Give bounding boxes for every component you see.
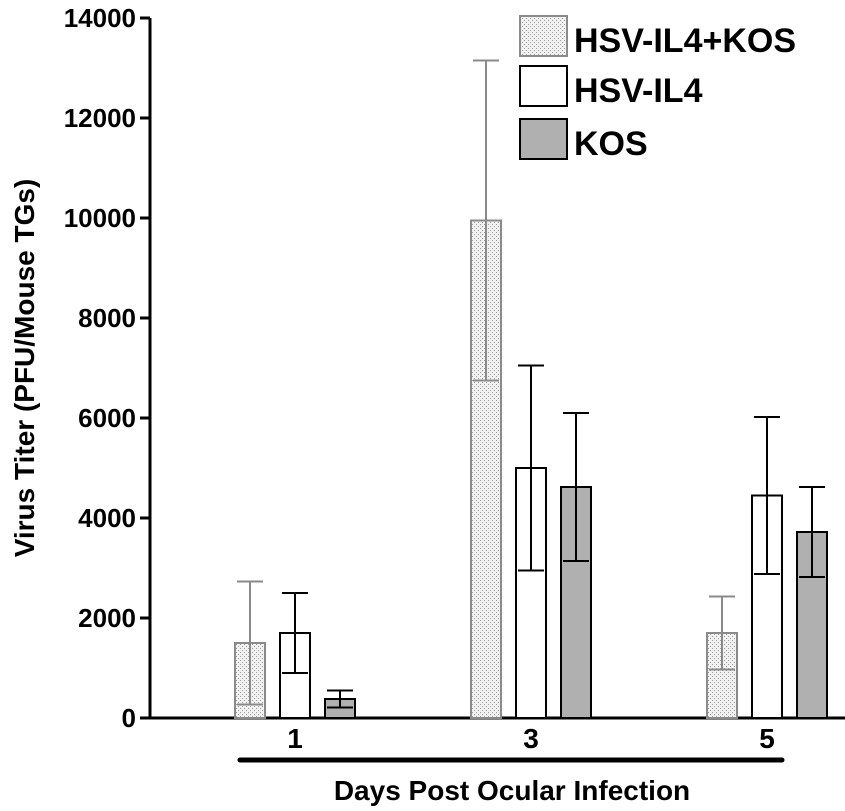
x-axis-title: Days Post Ocular Infection <box>334 775 690 806</box>
error-bar <box>237 580 263 706</box>
legend-swatch <box>519 15 568 57</box>
y-tick-label: 12000 <box>64 103 136 133</box>
error-bar <box>518 364 544 572</box>
legend-label: HSV-IL4+KOS <box>574 22 796 60</box>
y-tick-label: 6000 <box>78 403 136 433</box>
bar-hsv-il4-kos-day-3 <box>470 219 502 719</box>
legend-label: HSV-IL4 <box>574 72 703 110</box>
legend: HSV-IL4+KOS HSV-IL4 KOS <box>519 15 796 163</box>
x-category-label: 3 <box>523 723 539 754</box>
x-axis-category-labels: 1 3 5 <box>287 723 775 754</box>
legend-swatch <box>519 118 568 160</box>
error-bar <box>282 592 308 674</box>
error-bar <box>754 416 780 575</box>
y-axis-title: Virus Titer (PFU/Mouse TGs) <box>9 179 40 558</box>
x-category-label: 5 <box>759 723 775 754</box>
y-axis-ticks: 0 2000 4000 6000 8000 10000 12000 14000 <box>64 3 150 733</box>
x-category-label: 1 <box>287 723 303 754</box>
error-bar <box>799 486 825 578</box>
y-tick-label: 8000 <box>78 303 136 333</box>
error-bar <box>563 412 589 562</box>
legend-label: KOS <box>574 125 648 163</box>
y-tick-label: 10000 <box>64 203 136 233</box>
y-tick-label: 14000 <box>64 3 136 33</box>
y-tick-label: 4000 <box>78 503 136 533</box>
bar-series-group <box>234 59 828 719</box>
error-bar <box>327 689 353 709</box>
y-tick-label: 0 <box>122 703 136 733</box>
legend-swatch <box>519 65 568 107</box>
y-tick-label: 2000 <box>78 603 136 633</box>
error-bar <box>709 595 735 671</box>
bar-hsv-il4-kos-day-5 <box>706 632 738 719</box>
error-bar <box>473 59 499 382</box>
